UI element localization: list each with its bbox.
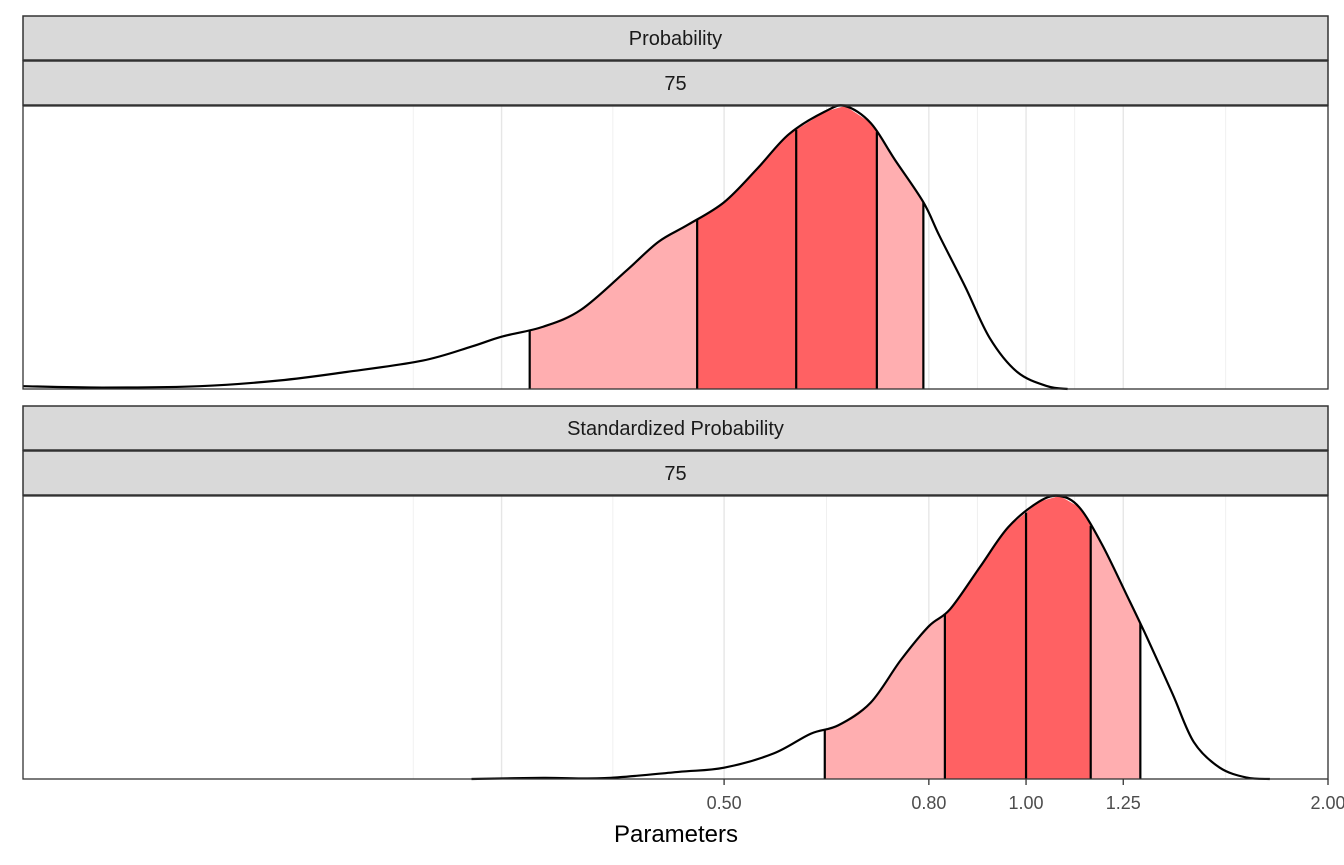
facet-strip-label: 75 xyxy=(664,73,686,95)
x-tick-label: 1.25 xyxy=(1106,793,1141,813)
density-curve xyxy=(22,104,1068,391)
x-tick-label: 1.00 xyxy=(1009,793,1044,813)
facet-strip-2-2 xyxy=(22,450,1329,496)
facet-strip-1-1 xyxy=(22,15,1329,61)
x-axis: 0.50 0.80 1.00 1.25 2.00 xyxy=(707,779,1344,813)
x-tick-label: 2.00 xyxy=(1310,793,1344,813)
plot-panel-border xyxy=(22,495,1329,780)
facet-strip-label: Standardized Probability xyxy=(567,418,784,440)
density-curve xyxy=(471,494,1270,781)
plot-panel-border xyxy=(22,105,1329,390)
facet-strip-2-1 xyxy=(22,405,1329,451)
panel-1: Probability 75 xyxy=(22,15,1329,391)
chart-panels: Probability 75 Standardized Probability 75 xyxy=(22,15,1329,781)
facet-strip-1-2 xyxy=(22,60,1329,106)
panel-2: Standardized Probability 75 xyxy=(22,405,1329,781)
x-tick-label: 0.80 xyxy=(911,793,946,813)
x-axis-title: Parameters xyxy=(614,821,738,848)
x-tick-label: 0.50 xyxy=(707,793,742,813)
facet-strip-label: Probability xyxy=(629,28,722,50)
facet-strip-label: 75 xyxy=(664,463,686,485)
inner-interval-area xyxy=(697,106,877,389)
